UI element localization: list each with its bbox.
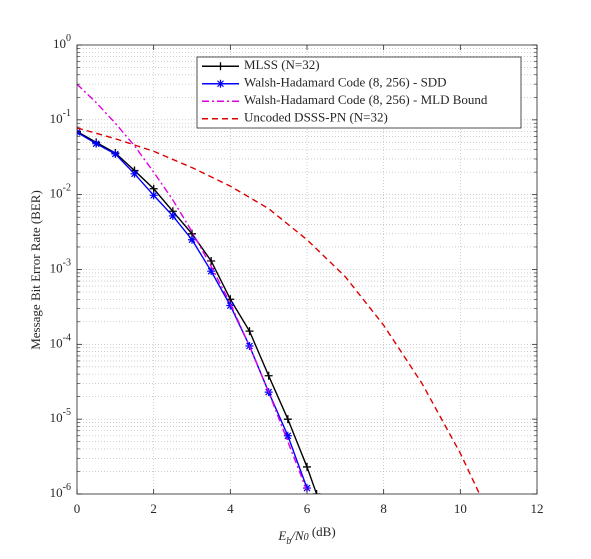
marker (283, 431, 292, 440)
y-axis-label: Message Bit Error Rate (BER) (28, 190, 43, 350)
legend-label: MLSS (N=32) (244, 57, 320, 72)
y-tick-label: 10-2 (50, 183, 71, 201)
legend: MLSS (N=32) Walsh-Hadamard Code (8, 256) … (196, 56, 522, 129)
marker (111, 149, 120, 158)
marker (226, 301, 235, 310)
series-line (77, 130, 318, 494)
legend-label: Walsh-Hadamard Code (8, 256) - MLD Bound (244, 92, 488, 107)
x-tick-label: 2 (150, 501, 157, 516)
marker (168, 211, 177, 220)
y-tick-label: 100 (53, 33, 71, 51)
y-tick-label: 10-5 (50, 407, 71, 425)
legend-label: Walsh-Hadamard Code (8, 256) - SDD (244, 75, 447, 90)
marker (149, 191, 158, 200)
x-tick-label: 8 (380, 501, 387, 516)
legend-label: Uncoded DSSS-PN (N=32) (244, 110, 388, 125)
y-tick-label: 10-1 (50, 108, 71, 126)
x-tick-label: 6 (304, 501, 311, 516)
marker (283, 415, 292, 424)
marker (303, 484, 311, 493)
marker (264, 371, 273, 380)
marker (92, 139, 101, 148)
marker (216, 62, 225, 71)
marker (303, 462, 311, 471)
marker (245, 327, 254, 336)
x-tick-label: 0 (74, 501, 81, 516)
x-axis-label: Eb/N0 (dB) (277, 524, 335, 547)
y-tick-label: 10-3 (50, 258, 71, 276)
series-line (77, 83, 310, 494)
series-line (77, 127, 481, 494)
x-tick-label: 4 (227, 501, 234, 516)
marker (216, 79, 225, 88)
ticks: 0 2 4 6 8 10 12 10-6 10-5 10-4 10-3 10-2 10-1 100 (50, 33, 544, 516)
legend-box (196, 56, 522, 129)
y-tick-label: 10-4 (50, 333, 71, 351)
x-tick-label: 12 (531, 501, 544, 516)
lines (77, 83, 481, 494)
x-tick-label: 10 (454, 501, 467, 516)
marker (312, 490, 321, 494)
marker (188, 235, 196, 244)
y-tick-label: 10-6 (50, 482, 71, 500)
marker (207, 267, 216, 276)
marker (130, 169, 139, 178)
